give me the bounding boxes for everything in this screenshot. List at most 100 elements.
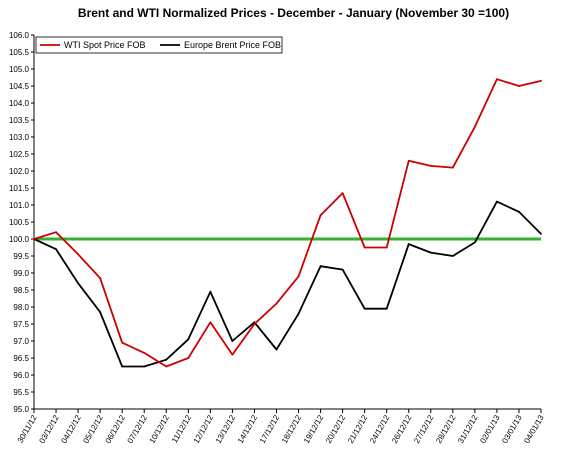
x-tick-label: 18/12/12: [280, 413, 304, 445]
data-point: [209, 321, 212, 324]
x-tick-label: 26/12/12: [390, 413, 414, 445]
data-point: [143, 365, 146, 368]
x-tick-label: 17/12/12: [258, 413, 282, 445]
x-tick-label: 28/12/12: [434, 413, 458, 445]
series-lines: [33, 78, 542, 368]
data-point: [429, 251, 432, 254]
y-tick-label: 106.0: [9, 31, 30, 40]
data-point: [77, 282, 79, 285]
legend-label: Europe Brent Price FOB: [184, 40, 281, 50]
y-tick-label: 99.5: [13, 252, 29, 261]
x-tick-label: 20/12/12: [324, 413, 348, 445]
y-tick-label: 96.0: [13, 371, 29, 380]
data-point: [55, 248, 57, 251]
legend: WTI Spot Price FOB Europe Brent Price FOB: [35, 36, 283, 54]
x-tick-label: 13/12/12: [214, 413, 238, 445]
data-point: [473, 125, 476, 128]
data-point: [99, 311, 102, 313]
data-point: [209, 290, 212, 293]
x-tick-label: 10/12/12: [148, 413, 172, 445]
data-point: [407, 243, 410, 246]
data-point: [165, 358, 168, 361]
data-point: [540, 233, 542, 235]
data-point: [319, 265, 322, 268]
x-tick-label: 04/01/13: [522, 413, 546, 445]
data-point: [363, 307, 366, 310]
y-tick-label: 101.5: [9, 184, 30, 193]
x-tick-label: 03/01/13: [500, 413, 524, 445]
x-tick-label: 11/12/12: [170, 413, 193, 444]
x-tick-label: 24/12/12: [368, 413, 392, 445]
x-tick-label: 06/12/12: [104, 413, 128, 445]
legend-box: [35, 36, 283, 54]
data-point: [473, 241, 476, 244]
data-point: [319, 214, 322, 217]
data-point: [143, 352, 146, 354]
x-tick-label: 31/12/12: [456, 413, 480, 445]
data-point: [540, 80, 542, 82]
series-line: [33, 200, 542, 368]
data-point: [518, 210, 520, 213]
data-point: [341, 192, 344, 195]
x-tick-label: 30/11/12: [16, 413, 39, 444]
data-point: [77, 253, 79, 256]
data-point: [297, 275, 300, 278]
x-tick-label: 04/12/12: [59, 413, 83, 445]
data-point: [341, 268, 344, 271]
y-tick-label: 98.5: [13, 286, 29, 295]
data-point: [363, 246, 366, 249]
x-tick-label: 19/12/12: [302, 413, 326, 445]
y-tick-label: 102.5: [9, 150, 30, 159]
data-point: [385, 246, 388, 249]
y-tick-label: 100.5: [9, 218, 30, 227]
y-tick-label: 103.5: [9, 116, 30, 125]
data-point: [496, 200, 498, 203]
data-point: [297, 312, 300, 315]
data-point: [231, 340, 234, 342]
y-tick-label: 95.5: [13, 388, 29, 397]
data-point: [275, 302, 278, 305]
x-tick-label: 03/12/12: [37, 413, 61, 445]
data-point: [99, 277, 102, 279]
y-tick-label: 101.0: [9, 201, 30, 210]
data-point: [451, 166, 454, 169]
data-point: [231, 353, 234, 356]
x-tick-label: 14/12/12: [236, 413, 260, 445]
data-point: [121, 365, 124, 368]
data-point: [187, 357, 190, 359]
x-tick-label: 07/12/12: [126, 413, 150, 445]
y-tick-label: 98.0: [13, 303, 29, 312]
data-point: [451, 255, 454, 257]
data-point: [407, 159, 410, 162]
data-point: [429, 165, 432, 167]
y-tick-label: 100.0: [9, 235, 30, 244]
x-tick-label: 21/12/12: [346, 413, 370, 445]
y-tick-label: 97.0: [13, 337, 29, 346]
y-tick-label: 105.5: [9, 48, 30, 57]
legend-label: WTI Spot Price FOB: [64, 40, 146, 50]
data-point: [33, 238, 35, 240]
y-tick-label: 95.0: [13, 405, 29, 414]
y-tick-label: 104.5: [9, 82, 30, 91]
data-point: [187, 338, 190, 341]
y-tick-label: 105.0: [9, 65, 30, 74]
x-tick-label: 27/12/12: [412, 413, 436, 445]
data-point: [253, 323, 256, 325]
chart-title: Brent and WTI Normalized Prices - Decemb…: [77, 6, 510, 20]
data-point: [496, 78, 498, 81]
y-tick-label: 96.5: [13, 354, 29, 363]
data-point: [121, 341, 124, 344]
data-point: [165, 365, 168, 368]
x-tick-label: 12/12/12: [192, 413, 216, 445]
y-tick-label: 102.0: [9, 167, 30, 176]
y-tick-label: 97.5: [13, 320, 29, 329]
y-tick-label: 99.0: [13, 269, 29, 278]
data-point: [275, 348, 278, 351]
data-point: [385, 307, 388, 310]
y-tick-label: 104.0: [9, 99, 30, 108]
x-tick-label: 02/01/13: [478, 413, 502, 445]
series-line: [33, 78, 542, 368]
data-point: [55, 231, 57, 234]
x-tick-label: 05/12/12: [81, 413, 105, 445]
